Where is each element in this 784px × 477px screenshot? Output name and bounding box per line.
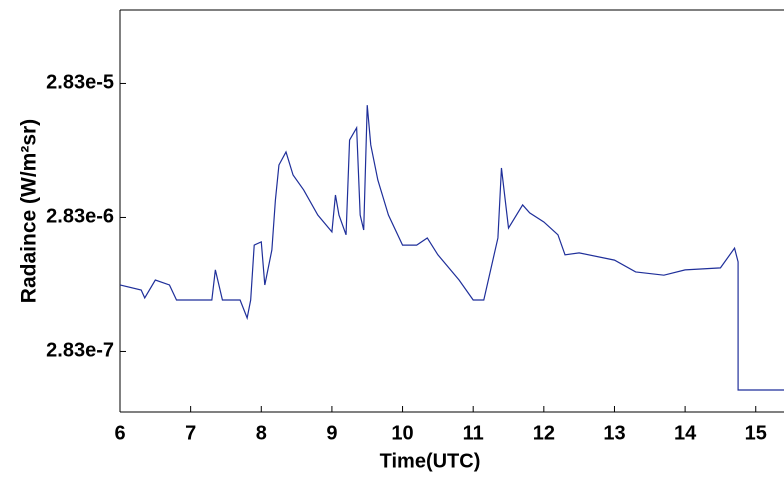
x-tick-label: 12 <box>533 422 555 444</box>
y-tick-label: 2.83e-7 <box>46 340 114 362</box>
x-tick-label: 6 <box>114 422 125 444</box>
x-tick-label: 15 <box>745 422 767 444</box>
x-tick-label: 14 <box>674 422 697 444</box>
x-tick-label: 9 <box>326 422 337 444</box>
x-axis-label: Time(UTC) <box>380 450 481 472</box>
y-tick-label: 2.83e-6 <box>46 206 114 228</box>
x-tick-label: 10 <box>391 422 413 444</box>
y-tick-label: 2.83e-5 <box>46 72 114 94</box>
x-tick-label: 11 <box>463 422 484 444</box>
x-tick-label: 8 <box>256 422 267 444</box>
data-line <box>119 105 784 391</box>
y-axis-label: Radaince (W/m²sr) <box>18 119 41 303</box>
x-tick-label: 7 <box>185 422 196 444</box>
x-tick-label: 13 <box>603 422 625 444</box>
